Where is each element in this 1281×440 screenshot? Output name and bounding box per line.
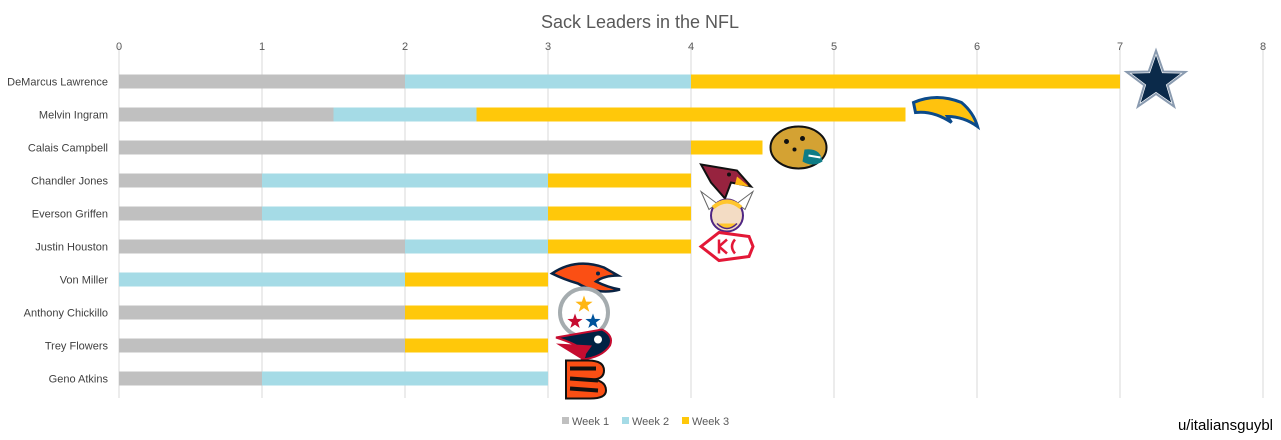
- category-label: Everson Griffen: [32, 209, 108, 221]
- chargers-bolt-icon: [911, 96, 981, 131]
- category-labels: DeMarcus Lawrence Melvin Ingram Calais Cam…: [7, 77, 108, 386]
- broncos-icon: [549, 262, 623, 293]
- legend-label: Week 2: [632, 416, 669, 428]
- x-tick-label: 3: [545, 41, 551, 53]
- x-tick-label: 0: [116, 41, 122, 53]
- cardinals-icon: [699, 163, 754, 201]
- chiefs-icon: [698, 230, 755, 263]
- vikings-icon: [699, 189, 755, 233]
- team-logos: [549, 47, 1189, 400]
- bengals-icon: [565, 359, 608, 400]
- bar-segment: [405, 239, 548, 254]
- bar-segment: [405, 74, 691, 89]
- bar-segment: [119, 272, 405, 287]
- bar-segment: [119, 173, 262, 188]
- bars: [119, 74, 1120, 386]
- category-label: Melvin Ingram: [39, 110, 108, 122]
- jaguars-icon: [769, 125, 828, 170]
- x-tick-label: 5: [831, 41, 837, 53]
- category-label: Justin Houston: [35, 242, 108, 254]
- x-tick-label: 2: [402, 41, 408, 53]
- chart-title: Sack Leaders in the NFL: [541, 12, 739, 32]
- bar-segment: [119, 140, 691, 155]
- bar-segment: [333, 107, 477, 122]
- credit-text: u/italiansguybl: [1177, 417, 1273, 434]
- bar-segment: [691, 74, 1120, 89]
- bar-segment: [119, 305, 405, 320]
- bar-segment: [405, 305, 548, 320]
- category-label: Calais Campbell: [28, 143, 108, 155]
- patriots-icon: [555, 328, 612, 361]
- x-tick-label: 8: [1260, 41, 1266, 53]
- legend: Week 1 Week 2 Week 3: [562, 416, 729, 428]
- bar-segment: [476, 107, 906, 122]
- bar-segment: [262, 371, 548, 386]
- category-label: Chandler Jones: [31, 176, 109, 188]
- x-tick-label: 4: [688, 41, 694, 53]
- category-label: Trey Flowers: [45, 341, 109, 353]
- bar-segment: [262, 206, 548, 221]
- bar-segment: [548, 206, 691, 221]
- bar-segment: [119, 371, 262, 386]
- gridlines: [118, 46, 1264, 398]
- category-label: Von Miller: [60, 275, 109, 287]
- bar-segment: [119, 206, 262, 221]
- category-label: Geno Atkins: [49, 374, 109, 386]
- category-label: Anthony Chickillo: [24, 308, 108, 320]
- x-tick-label: 1: [259, 41, 265, 53]
- x-axis-ticks: 0 1 2 3 4 5 6 7 8: [116, 41, 1266, 53]
- bar-segment: [262, 173, 548, 188]
- legend-swatch: [622, 417, 629, 424]
- bar-segment: [548, 239, 691, 254]
- bar-segment: [548, 173, 691, 188]
- x-tick-label: 7: [1117, 41, 1123, 53]
- legend-label: Week 1: [572, 416, 609, 428]
- bar-segment: [119, 107, 334, 122]
- bar-segment: [405, 272, 548, 287]
- legend-swatch: [562, 417, 569, 424]
- x-tick-label: 6: [974, 41, 980, 53]
- bar-segment: [119, 74, 405, 89]
- bar-segment: [119, 239, 405, 254]
- legend-label: Week 3: [692, 416, 729, 428]
- bar-segment: [691, 140, 763, 155]
- category-label: DeMarcus Lawrence: [7, 77, 108, 89]
- bar-segment: [405, 338, 548, 353]
- legend-swatch: [682, 417, 689, 424]
- cowboys-star-icon: [1123, 47, 1189, 110]
- bar-segment: [119, 338, 405, 353]
